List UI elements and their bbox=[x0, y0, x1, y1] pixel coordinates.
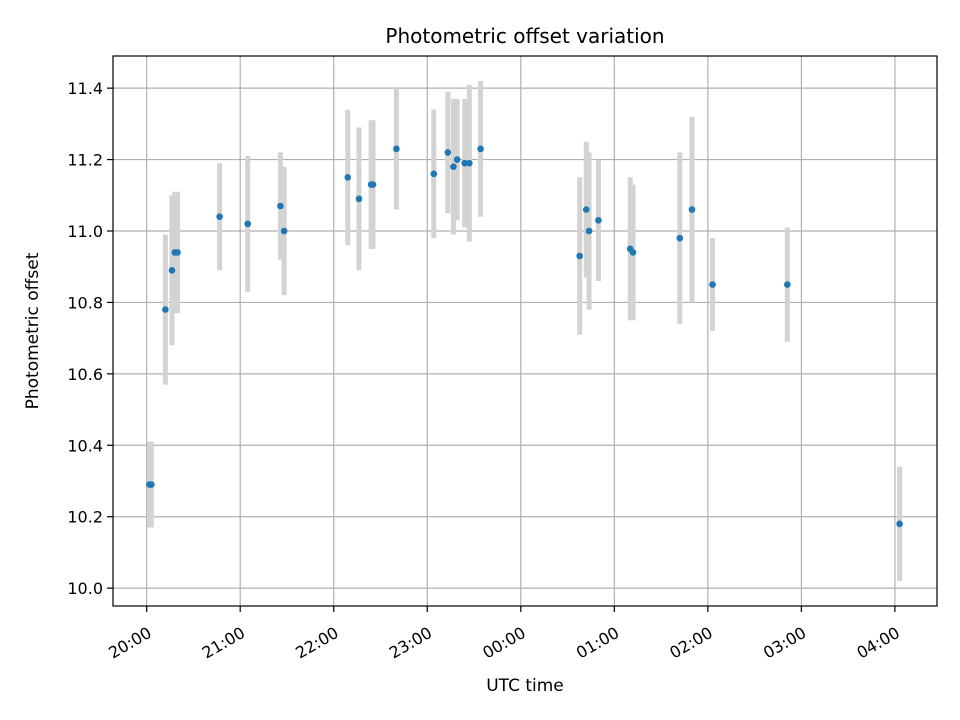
data-point bbox=[277, 202, 284, 210]
y-tick-label: 11.4 bbox=[67, 79, 103, 98]
y-tick-label: 10.8 bbox=[67, 293, 103, 312]
data-point bbox=[784, 281, 791, 288]
y-tick-label: 11.2 bbox=[67, 151, 103, 170]
data-point bbox=[461, 159, 468, 167]
data-point bbox=[595, 216, 602, 224]
data-point bbox=[280, 227, 288, 235]
data-point bbox=[244, 220, 251, 228]
plot-frame bbox=[112, 55, 938, 607]
y-tick-label: 10.4 bbox=[67, 436, 103, 455]
grid-lines bbox=[113, 56, 937, 606]
data-point bbox=[174, 249, 181, 256]
data-point bbox=[896, 520, 903, 528]
data-point bbox=[355, 195, 363, 203]
x-axis-label: UTC time bbox=[486, 676, 564, 696]
data-point bbox=[629, 249, 637, 256]
data-point bbox=[585, 227, 593, 235]
y-axis-label: Photometric offset bbox=[23, 252, 43, 409]
data-point bbox=[369, 181, 377, 188]
data-point bbox=[450, 163, 457, 171]
data-point bbox=[688, 206, 696, 213]
data-point bbox=[162, 306, 169, 313]
data-points bbox=[146, 145, 903, 528]
data-point bbox=[430, 170, 438, 178]
data-point bbox=[216, 213, 223, 221]
y-tick-label: 10.0 bbox=[67, 579, 103, 598]
data-point bbox=[676, 234, 684, 242]
data-point bbox=[148, 481, 155, 488]
data-point bbox=[453, 156, 461, 163]
data-point bbox=[344, 174, 352, 181]
data-point bbox=[709, 281, 716, 288]
data-point bbox=[444, 149, 452, 156]
data-point bbox=[466, 159, 473, 167]
y-axis-ticks: 10.0 10.2 10.4 10.6 10.8 11.0 11.2 11.4 bbox=[67, 79, 113, 598]
data-point bbox=[576, 252, 584, 260]
y-tick-label: 10.6 bbox=[67, 365, 103, 384]
y-tick-label: 10.2 bbox=[67, 508, 103, 527]
chart-title: Photometric offset variation bbox=[385, 24, 664, 48]
data-point bbox=[168, 266, 176, 274]
data-point bbox=[393, 145, 400, 153]
data-point bbox=[582, 206, 590, 213]
y-tick-label: 11.0 bbox=[67, 222, 103, 241]
data-point bbox=[477, 145, 484, 153]
